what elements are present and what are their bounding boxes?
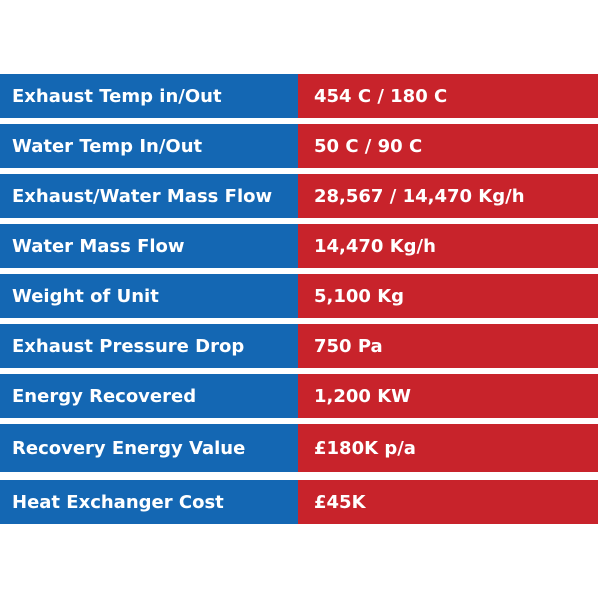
row-label: Recovery Energy Value: [0, 424, 298, 472]
row-value: £45K: [298, 480, 598, 524]
row-value: 1,200 KW: [298, 374, 598, 418]
table-row: Heat Exchanger Cost £45K: [0, 480, 598, 524]
table-row: Exhaust Temp in/Out 454 C / 180 C: [0, 74, 598, 118]
spec-table: Exhaust Temp in/Out 454 C / 180 C Water …: [0, 74, 598, 530]
row-value: 750 Pa: [298, 324, 598, 368]
table-row: Exhaust Pressure Drop 750 Pa: [0, 324, 598, 368]
row-label: Energy Recovered: [0, 374, 298, 418]
row-value: £180K p/a: [298, 424, 598, 472]
table-row: Weight of Unit 5,100 Kg: [0, 274, 598, 318]
row-value: 14,470 Kg/h: [298, 224, 598, 268]
row-value: 5,100 Kg: [298, 274, 598, 318]
table-row: Water Mass Flow 14,470 Kg/h: [0, 224, 598, 268]
row-value: 28,567 / 14,470 Kg/h: [298, 174, 598, 218]
row-label: Water Mass Flow: [0, 224, 298, 268]
table-row: Energy Recovered 1,200 KW: [0, 374, 598, 418]
table-row: Recovery Energy Value £180K p/a: [0, 424, 598, 472]
row-label: Exhaust/Water Mass Flow: [0, 174, 298, 218]
table-row: Exhaust/Water Mass Flow 28,567 / 14,470 …: [0, 174, 598, 218]
row-value: 50 C / 90 C: [298, 124, 598, 168]
table-row: Water Temp In/Out 50 C / 90 C: [0, 124, 598, 168]
row-label: Weight of Unit: [0, 274, 298, 318]
row-label: Exhaust Pressure Drop: [0, 324, 298, 368]
row-label: Exhaust Temp in/Out: [0, 74, 298, 118]
row-label: Water Temp In/Out: [0, 124, 298, 168]
row-label: Heat Exchanger Cost: [0, 480, 298, 524]
row-value: 454 C / 180 C: [298, 74, 598, 118]
